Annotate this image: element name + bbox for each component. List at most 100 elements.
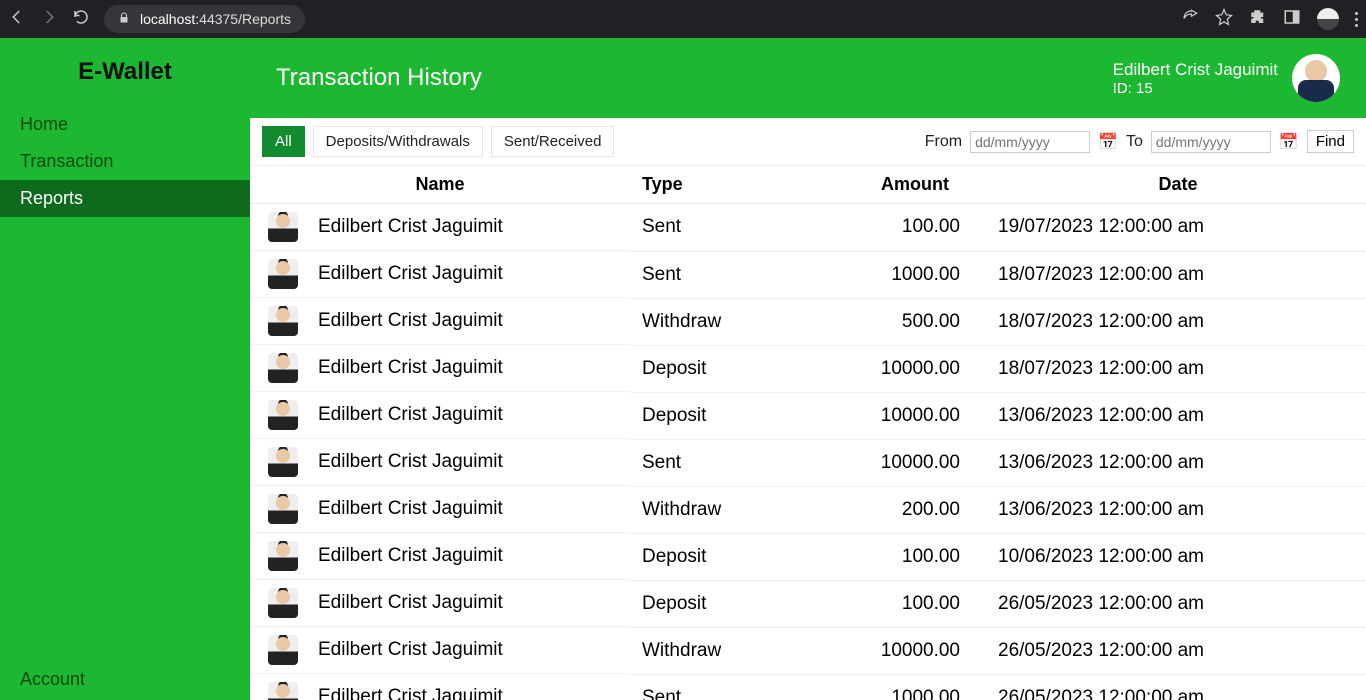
cell-type: Deposit [630, 345, 840, 392]
calendar-icon[interactable]: 📅 [1098, 132, 1118, 152]
cell-amount: 100.00 [840, 533, 990, 580]
avatar-icon [268, 682, 298, 700]
sidebar: E-Wallet HomeTransactionReports Account [0, 38, 250, 700]
filter-toolbar: All Deposits/Withdrawals Sent/Received Fro… [250, 118, 1366, 166]
back-icon[interactable] [8, 8, 26, 31]
user-name: Edilbert Crist Jaguimit [1113, 60, 1278, 80]
cell-name: Edilbert Crist Jaguimit [250, 533, 630, 580]
share-icon[interactable] [1181, 8, 1199, 31]
cell-amount: 10000.00 [840, 345, 990, 392]
column-header-type[interactable]: Type [630, 166, 840, 204]
filter-tab[interactable]: All [262, 126, 305, 157]
cell-name: Edilbert Crist Jaguimit [250, 345, 630, 392]
avatar-icon [268, 259, 298, 289]
avatar-icon [268, 635, 298, 665]
cell-name: Edilbert Crist Jaguimit [250, 392, 630, 439]
brand-logo: E-Wallet [0, 38, 250, 106]
cell-name-text: Edilbert Crist Jaguimit [318, 639, 503, 661]
cell-date: 13/06/2023 12:00:00 am [990, 439, 1366, 486]
cell-name-text: Edilbert Crist Jaguimit [318, 216, 503, 238]
page-title: Transaction History [276, 64, 482, 92]
from-label: From [925, 133, 962, 151]
extensions-icon[interactable] [1249, 8, 1267, 31]
reload-icon[interactable] [72, 8, 90, 31]
transactions-table-wrap[interactable]: Name Type Amount Date Edilbert Crist Jag… [250, 166, 1366, 700]
table-row[interactable]: Edilbert Crist JaguimitWithdraw10000.002… [250, 627, 1366, 674]
table-row[interactable]: Edilbert Crist JaguimitSent100.0019/07/2… [250, 204, 1366, 252]
cell-date: 26/05/2023 12:00:00 am [990, 627, 1366, 674]
header: Transaction History Edilbert Crist Jagui… [250, 38, 1366, 118]
cell-name-text: Edilbert Crist Jaguimit [318, 686, 503, 700]
cell-date: 26/05/2023 12:00:00 am [990, 674, 1366, 700]
table-row[interactable]: Edilbert Crist JaguimitWithdraw200.0013/… [250, 486, 1366, 533]
sidebar-item-transaction[interactable]: Transaction [0, 143, 250, 180]
main: Transaction History Edilbert Crist Jagui… [250, 38, 1366, 700]
address-bar[interactable]: localhost:44375/Reports [104, 5, 305, 33]
profile-avatar-icon[interactable] [1317, 8, 1339, 30]
column-header-date[interactable]: Date [990, 166, 1366, 204]
filter-tab[interactable]: Sent/Received [491, 126, 615, 157]
table-row[interactable]: Edilbert Crist Jaguimit Withdraw500.0018/… [250, 298, 1366, 345]
forward-icon[interactable] [40, 8, 58, 31]
cell-type: Sent [630, 439, 840, 486]
table-row[interactable]: Edilbert Crist JaguimitDeposit100.0010/0… [250, 533, 1366, 580]
table-row[interactable]: Edilbert Crist JaguimitSent1000.0026/05/… [250, 674, 1366, 700]
cell-name: Edilbert Crist Jaguimit [250, 674, 630, 700]
cell-type: Withdraw [630, 627, 840, 674]
star-icon[interactable] [1215, 8, 1233, 31]
cell-type: Sent [630, 251, 840, 298]
table-row[interactable]: Edilbert Crist Jaguimit Deposit10000.0018… [250, 345, 1366, 392]
cell-amount: 500.00 [840, 298, 990, 345]
sidebar-item-account[interactable]: Account [0, 659, 250, 700]
column-header-name[interactable]: Name [250, 166, 630, 204]
filter-tab[interactable]: Deposits/Withdrawals [313, 126, 483, 157]
cell-name-text: Edilbert Crist Jaguimit [318, 310, 503, 332]
menu-icon[interactable] [1355, 12, 1358, 27]
cell-amount: 200.00 [840, 486, 990, 533]
sidebar-item-reports[interactable]: Reports [0, 180, 250, 217]
table-row[interactable]: Edilbert Crist JaguimitDeposit100.0026/0… [250, 580, 1366, 627]
content: All Deposits/Withdrawals Sent/Received Fro… [250, 118, 1366, 700]
cell-name: Edilbert Crist Jaguimit [250, 627, 630, 674]
avatar[interactable] [1292, 54, 1340, 102]
cell-name: Edilbert Crist Jaguimit [250, 486, 630, 533]
user-id: ID: 15 [1113, 80, 1278, 97]
column-header-amount[interactable]: Amount [840, 166, 990, 204]
avatar-icon [268, 306, 298, 336]
cell-date: 18/07/2023 12:00:00 am [990, 298, 1366, 345]
panel-icon[interactable] [1283, 8, 1301, 31]
table-row[interactable]: Edilbert Crist Jaguimit Sent10000.0013/06… [250, 439, 1366, 486]
cell-amount: 10000.00 [840, 392, 990, 439]
cell-name: Edilbert Crist Jaguimit [250, 298, 630, 345]
cell-name-text: Edilbert Crist Jaguimit [318, 592, 503, 614]
to-date-input[interactable] [1151, 131, 1271, 153]
from-date-input[interactable] [970, 131, 1090, 153]
cell-type: Withdraw [630, 486, 840, 533]
user-block[interactable]: Edilbert Crist Jaguimit ID: 15 [1113, 54, 1340, 102]
cell-name-text: Edilbert Crist Jaguimit [318, 404, 503, 426]
cell-name-text: Edilbert Crist Jaguimit [318, 545, 503, 567]
table-row[interactable]: Edilbert Crist JaguimitSent1000.0018/07/… [250, 251, 1366, 298]
sidebar-item-home[interactable]: Home [0, 106, 250, 143]
cell-type: Sent [630, 204, 840, 252]
cell-date: 18/07/2023 12:00:00 am [990, 345, 1366, 392]
to-label: To [1126, 133, 1143, 151]
find-button[interactable]: Find [1307, 130, 1354, 153]
cell-amount: 10000.00 [840, 439, 990, 486]
cell-type: Deposit [630, 533, 840, 580]
cell-amount: 100.00 [840, 580, 990, 627]
avatar-icon [268, 400, 298, 430]
table-row[interactable]: Edilbert Crist JaguimitDeposit10000.0013… [250, 392, 1366, 439]
calendar-icon[interactable]: 📅 [1279, 132, 1299, 152]
cell-date: 18/07/2023 12:00:00 am [990, 251, 1366, 298]
cell-amount: 1000.00 [840, 251, 990, 298]
avatar-icon [268, 494, 298, 524]
url-text: localhost:44375/Reports [140, 11, 291, 27]
cell-type: Withdraw [630, 298, 840, 345]
cell-date: 26/05/2023 12:00:00 am [990, 580, 1366, 627]
cell-name-text: Edilbert Crist Jaguimit [318, 357, 503, 379]
cell-name: Edilbert Crist Jaguimit [250, 580, 630, 627]
cell-amount: 1000.00 [840, 674, 990, 700]
cell-name: Edilbert Crist Jaguimit [250, 251, 630, 298]
cell-name-text: Edilbert Crist Jaguimit [318, 451, 503, 473]
